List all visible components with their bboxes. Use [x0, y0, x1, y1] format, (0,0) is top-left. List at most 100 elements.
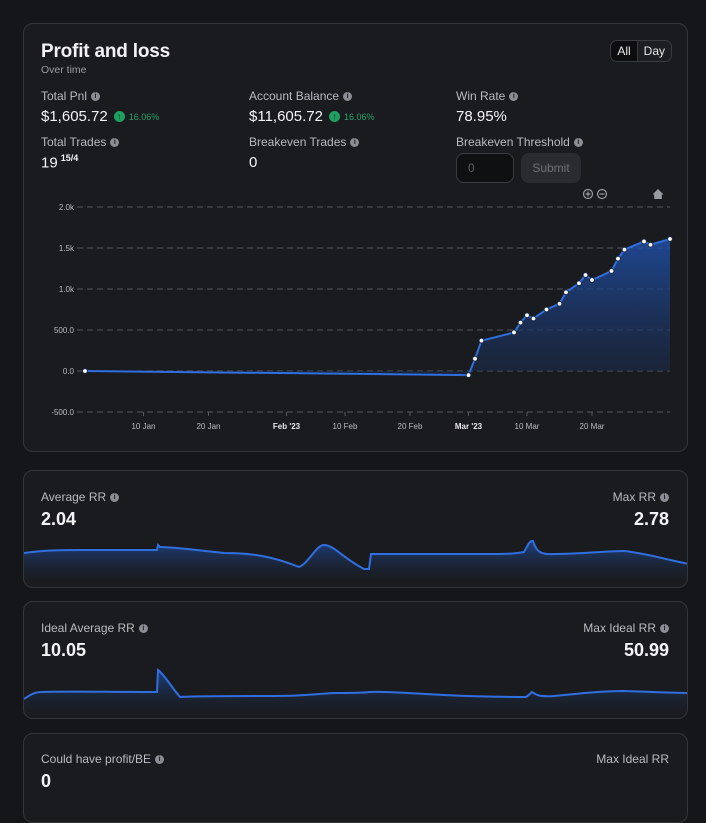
account-balance-row: $11,605.72 ↑ 16.06%: [249, 108, 375, 125]
pnl-point[interactable]: [589, 277, 595, 283]
pnl-area: [85, 239, 670, 376]
pnl-point[interactable]: [465, 372, 472, 379]
y-tick-label: 0.0: [63, 367, 75, 376]
pnl-point[interactable]: [647, 241, 654, 248]
zoom-out-icon[interactable]: [596, 188, 608, 200]
pnl-point[interactable]: [524, 312, 530, 319]
account-balance-label-text: Account Balance: [249, 89, 340, 103]
pnl-point[interactable]: [621, 246, 628, 253]
y-tick-label: -500.0: [51, 408, 74, 417]
x-tick-label: 10 Feb: [333, 422, 358, 431]
x-tick-label: 20 Mar: [580, 422, 605, 431]
total-trades-row: 19 15/4: [41, 153, 78, 172]
pnl-point[interactable]: [563, 289, 569, 296]
y-tick-label: 2.0k: [59, 203, 75, 212]
max-rr-value: 2.78: [633, 509, 669, 529]
info-icon[interactable]: i: [573, 137, 583, 147]
submit-button[interactable]: Submit: [521, 153, 581, 183]
x-tick-label: 20 Jan: [196, 422, 220, 431]
arrow-up-icon: ↑: [113, 111, 125, 122]
max-ideal-rr-label-text: Max Ideal RR: [583, 621, 656, 635]
x-tick-label: 20 Feb: [398, 422, 423, 431]
max-rr-label-text: Max RR: [612, 490, 656, 504]
pnl-point[interactable]: [478, 337, 485, 344]
breakeven-threshold-label-text: Breakeven Threshold: [456, 135, 570, 149]
pnl-point[interactable]: [472, 355, 478, 362]
card-title: Profit and loss: [41, 41, 170, 62]
total-pnl-label: Total Pnl i: [41, 89, 101, 103]
info-icon[interactable]: i: [155, 754, 165, 764]
ideal-average-rr-value: 10.05: [41, 640, 87, 660]
could-have-profit-card: Could have profit/BE i 0 Max Ideal RR: [23, 733, 688, 823]
pnl-point[interactable]: [82, 368, 88, 374]
total-pnl-label-text: Total Pnl: [41, 89, 88, 103]
average-rr-label: Average RR i: [41, 490, 120, 504]
pnl-point[interactable]: [582, 272, 589, 278]
profit-loss-card: Profit and loss Over time All Day Total …: [23, 23, 688, 452]
total-trades-label: Total Trades i: [41, 135, 120, 149]
range-all-button[interactable]: All: [611, 41, 637, 61]
pnl-point[interactable]: [511, 329, 517, 336]
total-trades-label-text: Total Trades: [41, 135, 107, 149]
pnl-point[interactable]: [543, 306, 550, 313]
info-icon[interactable]: i: [343, 91, 353, 101]
pnl-point[interactable]: [667, 236, 673, 242]
pnl-point[interactable]: [608, 268, 615, 274]
breakeven-trades-value: 0: [249, 154, 258, 171]
breakeven-threshold-input[interactable]: 0: [456, 153, 514, 183]
max-ideal-rr-label-text: Max Ideal RR: [596, 752, 669, 766]
max-ideal-rr-label: Max Ideal RR i: [583, 621, 669, 635]
could-have-profit-label: Could have profit/BE i: [41, 752, 165, 766]
win-rate-value: 78.95%: [456, 108, 507, 125]
pnl-point[interactable]: [530, 315, 537, 322]
max-ideal-rr-value: 50.99: [623, 640, 669, 660]
win-rate-label-text: Win Rate: [456, 89, 506, 103]
info-icon[interactable]: i: [91, 91, 101, 101]
arrow-up-icon: ↑: [328, 111, 340, 122]
max-rr-label: Max RR i: [613, 490, 669, 504]
info-icon[interactable]: i: [138, 623, 148, 633]
average-rr-card: Average RR i 2.04 Max RR i 2.78: [23, 470, 688, 588]
pnl-point[interactable]: [576, 280, 582, 287]
win-rate-label: Win Rate i: [456, 89, 519, 103]
range-toggle: All Day: [610, 40, 672, 62]
card-subtitle: Over time: [41, 64, 87, 76]
y-tick-label: 1.5k: [59, 244, 75, 253]
total-pnl-value: $1,605.72: [41, 108, 108, 125]
account-balance-value: $11,605.72: [249, 108, 323, 125]
info-icon[interactable]: i: [509, 91, 519, 101]
ideal-average-rr-label-text: Ideal Average RR: [41, 621, 135, 635]
info-icon[interactable]: i: [110, 137, 120, 147]
home-icon[interactable]: [652, 189, 664, 199]
info-icon[interactable]: i: [110, 492, 120, 502]
average-rr-sparkline: [24, 539, 687, 587]
breakeven-trades-label-text: Breakeven Trades: [249, 135, 347, 149]
pnl-point[interactable]: [556, 300, 563, 307]
ideal-average-rr-sparkline: [24, 668, 687, 718]
x-tick-label: Feb '23: [273, 422, 301, 431]
could-have-profit-label-text: Could have profit/BE: [41, 752, 152, 766]
pnl-point[interactable]: [641, 238, 647, 245]
pnl-point[interactable]: [517, 319, 524, 326]
ideal-average-rr-label: Ideal Average RR i: [41, 621, 148, 635]
total-pnl-row: $1,605.72 ↑ 16.06%: [41, 108, 159, 125]
breakeven-threshold-label: Breakeven Threshold i: [456, 135, 583, 149]
ideal-average-rr-card: Ideal Average RR i 10.05 Max Ideal RR i …: [23, 601, 688, 719]
x-tick-label: Mar '23: [455, 422, 483, 431]
breakeven-trades-label: Breakeven Trades i: [249, 135, 360, 149]
info-icon[interactable]: i: [350, 137, 360, 147]
info-icon[interactable]: i: [660, 492, 669, 502]
x-tick-label: 10 Mar: [515, 422, 540, 431]
zoom-in-icon[interactable]: [582, 188, 594, 200]
range-day-button[interactable]: Day: [636, 41, 671, 61]
average-rr-label-text: Average RR: [41, 490, 107, 504]
account-balance-label: Account Balance i: [249, 89, 353, 103]
info-icon[interactable]: i: [660, 623, 669, 633]
pnl-chart: 2.0k 1.5k 1.0k 500.0 0.0 -500.0 10 Jan 20 Jan Fe…: [51, 188, 673, 431]
total-trades-value: 19: [41, 154, 58, 172]
y-tick-label: 500.0: [54, 326, 75, 335]
could-have-profit-value: 0: [41, 771, 52, 791]
pnl-point[interactable]: [615, 255, 621, 262]
badge-text: 16.06%: [128, 111, 160, 122]
x-tick-label: 10 Jan: [131, 422, 155, 431]
